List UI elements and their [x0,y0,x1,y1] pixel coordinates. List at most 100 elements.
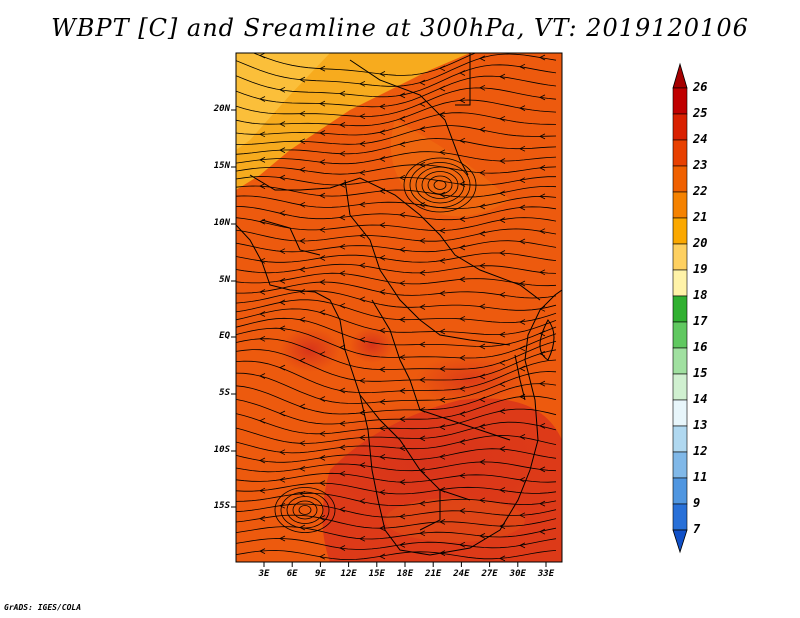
lat-label: 10N [213,218,230,228]
streamline [500,43,505,48]
streamline [259,53,266,59]
streamline [339,387,346,394]
streamline [459,315,466,322]
colorbar-segment [672,295,688,323]
streamline [359,462,366,468]
streamline [236,503,557,518]
lon-label: 21E [425,569,442,579]
streamline [459,541,466,548]
streamline [236,138,557,155]
streamline [519,345,526,352]
streamline [259,417,266,424]
streamline [479,373,486,380]
streamline [292,500,318,520]
streamline [359,434,366,441]
lat-label: 15N [213,161,230,171]
streamline [379,489,386,496]
colorbar-segment [672,347,688,375]
streamline [379,425,386,432]
streamline [299,403,306,410]
streamline [359,113,366,120]
chart-title: WBPT [C] and Sreamline at 300hPa, VT: 20… [51,14,749,42]
colorbar-max-arrow [672,62,688,89]
streamline [319,309,326,316]
streamline [236,99,557,127]
streamline [419,79,426,86]
streamline [419,237,426,244]
streamline [459,97,466,104]
streamline [236,526,557,540]
colorbar [672,62,688,554]
streamline [433,180,447,190]
streamline [299,316,306,323]
streamline [259,157,266,163]
colorbar-label: 12 [693,444,708,458]
streamline [279,210,286,217]
streamline [499,158,506,164]
colorbar-segment [672,269,688,297]
streamline [279,86,286,93]
streamline [419,304,426,310]
streamline [439,397,446,403]
streamline [439,328,446,335]
streamline [236,492,557,507]
streamline [236,327,557,359]
lon-label: 3E [258,569,270,579]
streamline [236,349,557,382]
lat-label: 10S [213,445,230,455]
streamline [479,343,486,350]
streamline [236,359,557,394]
colorbar-segment [672,503,688,531]
streamline [379,129,386,136]
streamline [339,150,346,157]
streamline [236,125,557,145]
streamline [236,195,557,209]
colorbar-label: 17 [693,314,708,328]
colorbar-label: 14 [693,392,708,406]
streamline [539,133,546,140]
streamline [236,317,557,347]
streamline [259,183,266,189]
streamline [274,487,336,533]
streamline [399,316,406,323]
streamline [419,201,426,208]
streamline [499,408,506,415]
streamline [259,487,266,494]
streamline [539,228,546,235]
streamline [539,269,546,276]
streamline [419,341,426,348]
streamline [459,276,466,283]
streamline [259,373,266,379]
streamline [359,80,366,87]
streamline [280,491,330,529]
streamline [379,156,386,162]
lon-label: 6E [286,569,298,579]
colorbar-segment [672,425,688,453]
wbpt-field [236,43,562,562]
streamline [286,496,324,524]
streamline [519,204,526,211]
lon-label: 24E [453,569,470,579]
streamline [319,455,326,461]
streamline [499,487,506,493]
streamline [403,157,477,213]
streamline [319,65,326,72]
streamline [459,216,466,222]
streamline [379,525,386,532]
streamline [539,54,546,61]
streamline [519,105,526,111]
streamline [299,166,306,173]
lon-label: 27E [481,569,498,579]
colorbar-label: 24 [693,132,708,146]
streamline [339,444,346,451]
streamline [519,63,526,70]
streamline [359,141,366,147]
streamline [379,71,386,77]
streamline [299,76,306,83]
streamline [499,190,506,197]
streamline [459,70,466,76]
streamline [359,498,366,505]
streamline [236,408,557,435]
streamline [299,138,306,145]
streamline [399,280,406,287]
